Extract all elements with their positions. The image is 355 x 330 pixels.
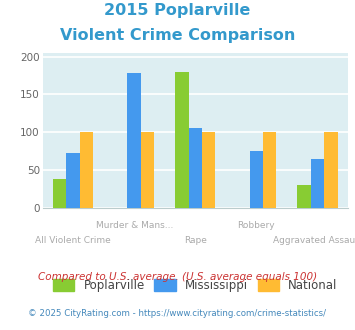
Bar bbox=[311, 159, 324, 208]
Bar bbox=[250, 151, 263, 208]
Bar bbox=[66, 153, 80, 208]
Text: All Violent Crime: All Violent Crime bbox=[35, 236, 111, 245]
Text: Compared to U.S. average. (U.S. average equals 100): Compared to U.S. average. (U.S. average … bbox=[38, 272, 317, 282]
Bar bbox=[324, 132, 338, 208]
Bar bbox=[202, 132, 215, 208]
Bar bbox=[297, 185, 311, 208]
Text: Rape: Rape bbox=[184, 236, 207, 245]
Text: 2015 Poplarville: 2015 Poplarville bbox=[104, 3, 251, 18]
Text: Aggravated Assault: Aggravated Assault bbox=[273, 236, 355, 245]
Bar bbox=[263, 132, 277, 208]
Bar bbox=[141, 132, 154, 208]
Bar bbox=[127, 73, 141, 208]
Legend: Poplarville, Mississippi, National: Poplarville, Mississippi, National bbox=[53, 279, 338, 292]
Text: Robbery: Robbery bbox=[237, 221, 275, 230]
Bar bbox=[189, 128, 202, 208]
Text: Murder & Mans...: Murder & Mans... bbox=[95, 221, 173, 230]
Bar bbox=[80, 132, 93, 208]
Bar bbox=[175, 73, 189, 208]
Text: © 2025 CityRating.com - https://www.cityrating.com/crime-statistics/: © 2025 CityRating.com - https://www.city… bbox=[28, 309, 327, 317]
Text: Violent Crime Comparison: Violent Crime Comparison bbox=[60, 28, 295, 43]
Bar bbox=[53, 179, 66, 208]
